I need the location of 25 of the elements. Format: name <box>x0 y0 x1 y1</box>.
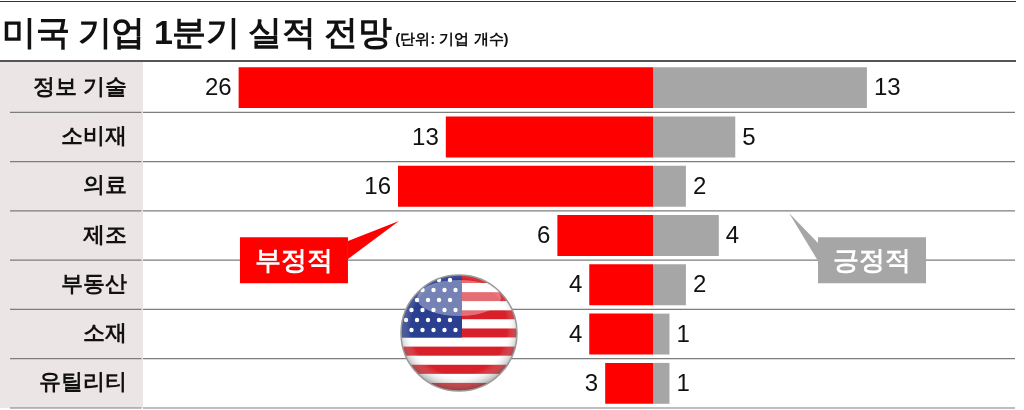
data-label: 5 <box>742 122 756 150</box>
data-label: 13 <box>412 122 439 150</box>
text: 부정적 <box>254 244 333 275</box>
y-tick-label: 부동산 <box>61 270 127 296</box>
data-label: 26 <box>204 73 232 101</box>
data-label: 4 <box>568 319 583 347</box>
chart-subtitle: (단위: 기업 개수) <box>395 30 509 47</box>
data-label: 13 <box>873 73 901 101</box>
y-tick-label: 유틸리티 <box>39 369 127 395</box>
y-tick-label: 제조 <box>82 221 127 247</box>
data-label: 4 <box>725 221 740 249</box>
data-label: 2 <box>692 171 707 199</box>
chart-title: 미국 기업 1분기 실적 전망 <box>2 13 392 51</box>
data-label: 3 <box>584 368 599 396</box>
data-label: 4 <box>568 270 583 298</box>
data-label: 1 <box>676 368 690 396</box>
y-tick-label: 소비재 <box>61 122 127 148</box>
data-label: 6 <box>537 221 551 249</box>
y-tick-label: 의료 <box>83 172 127 198</box>
text: 긍정적 <box>833 244 912 275</box>
data-label: 2 <box>692 270 707 298</box>
y-tick-label: 정보 기술 <box>32 73 127 99</box>
data-label: 1 <box>676 319 690 347</box>
y-tick-label: 소재 <box>83 320 127 346</box>
data-label: 16 <box>364 171 391 199</box>
